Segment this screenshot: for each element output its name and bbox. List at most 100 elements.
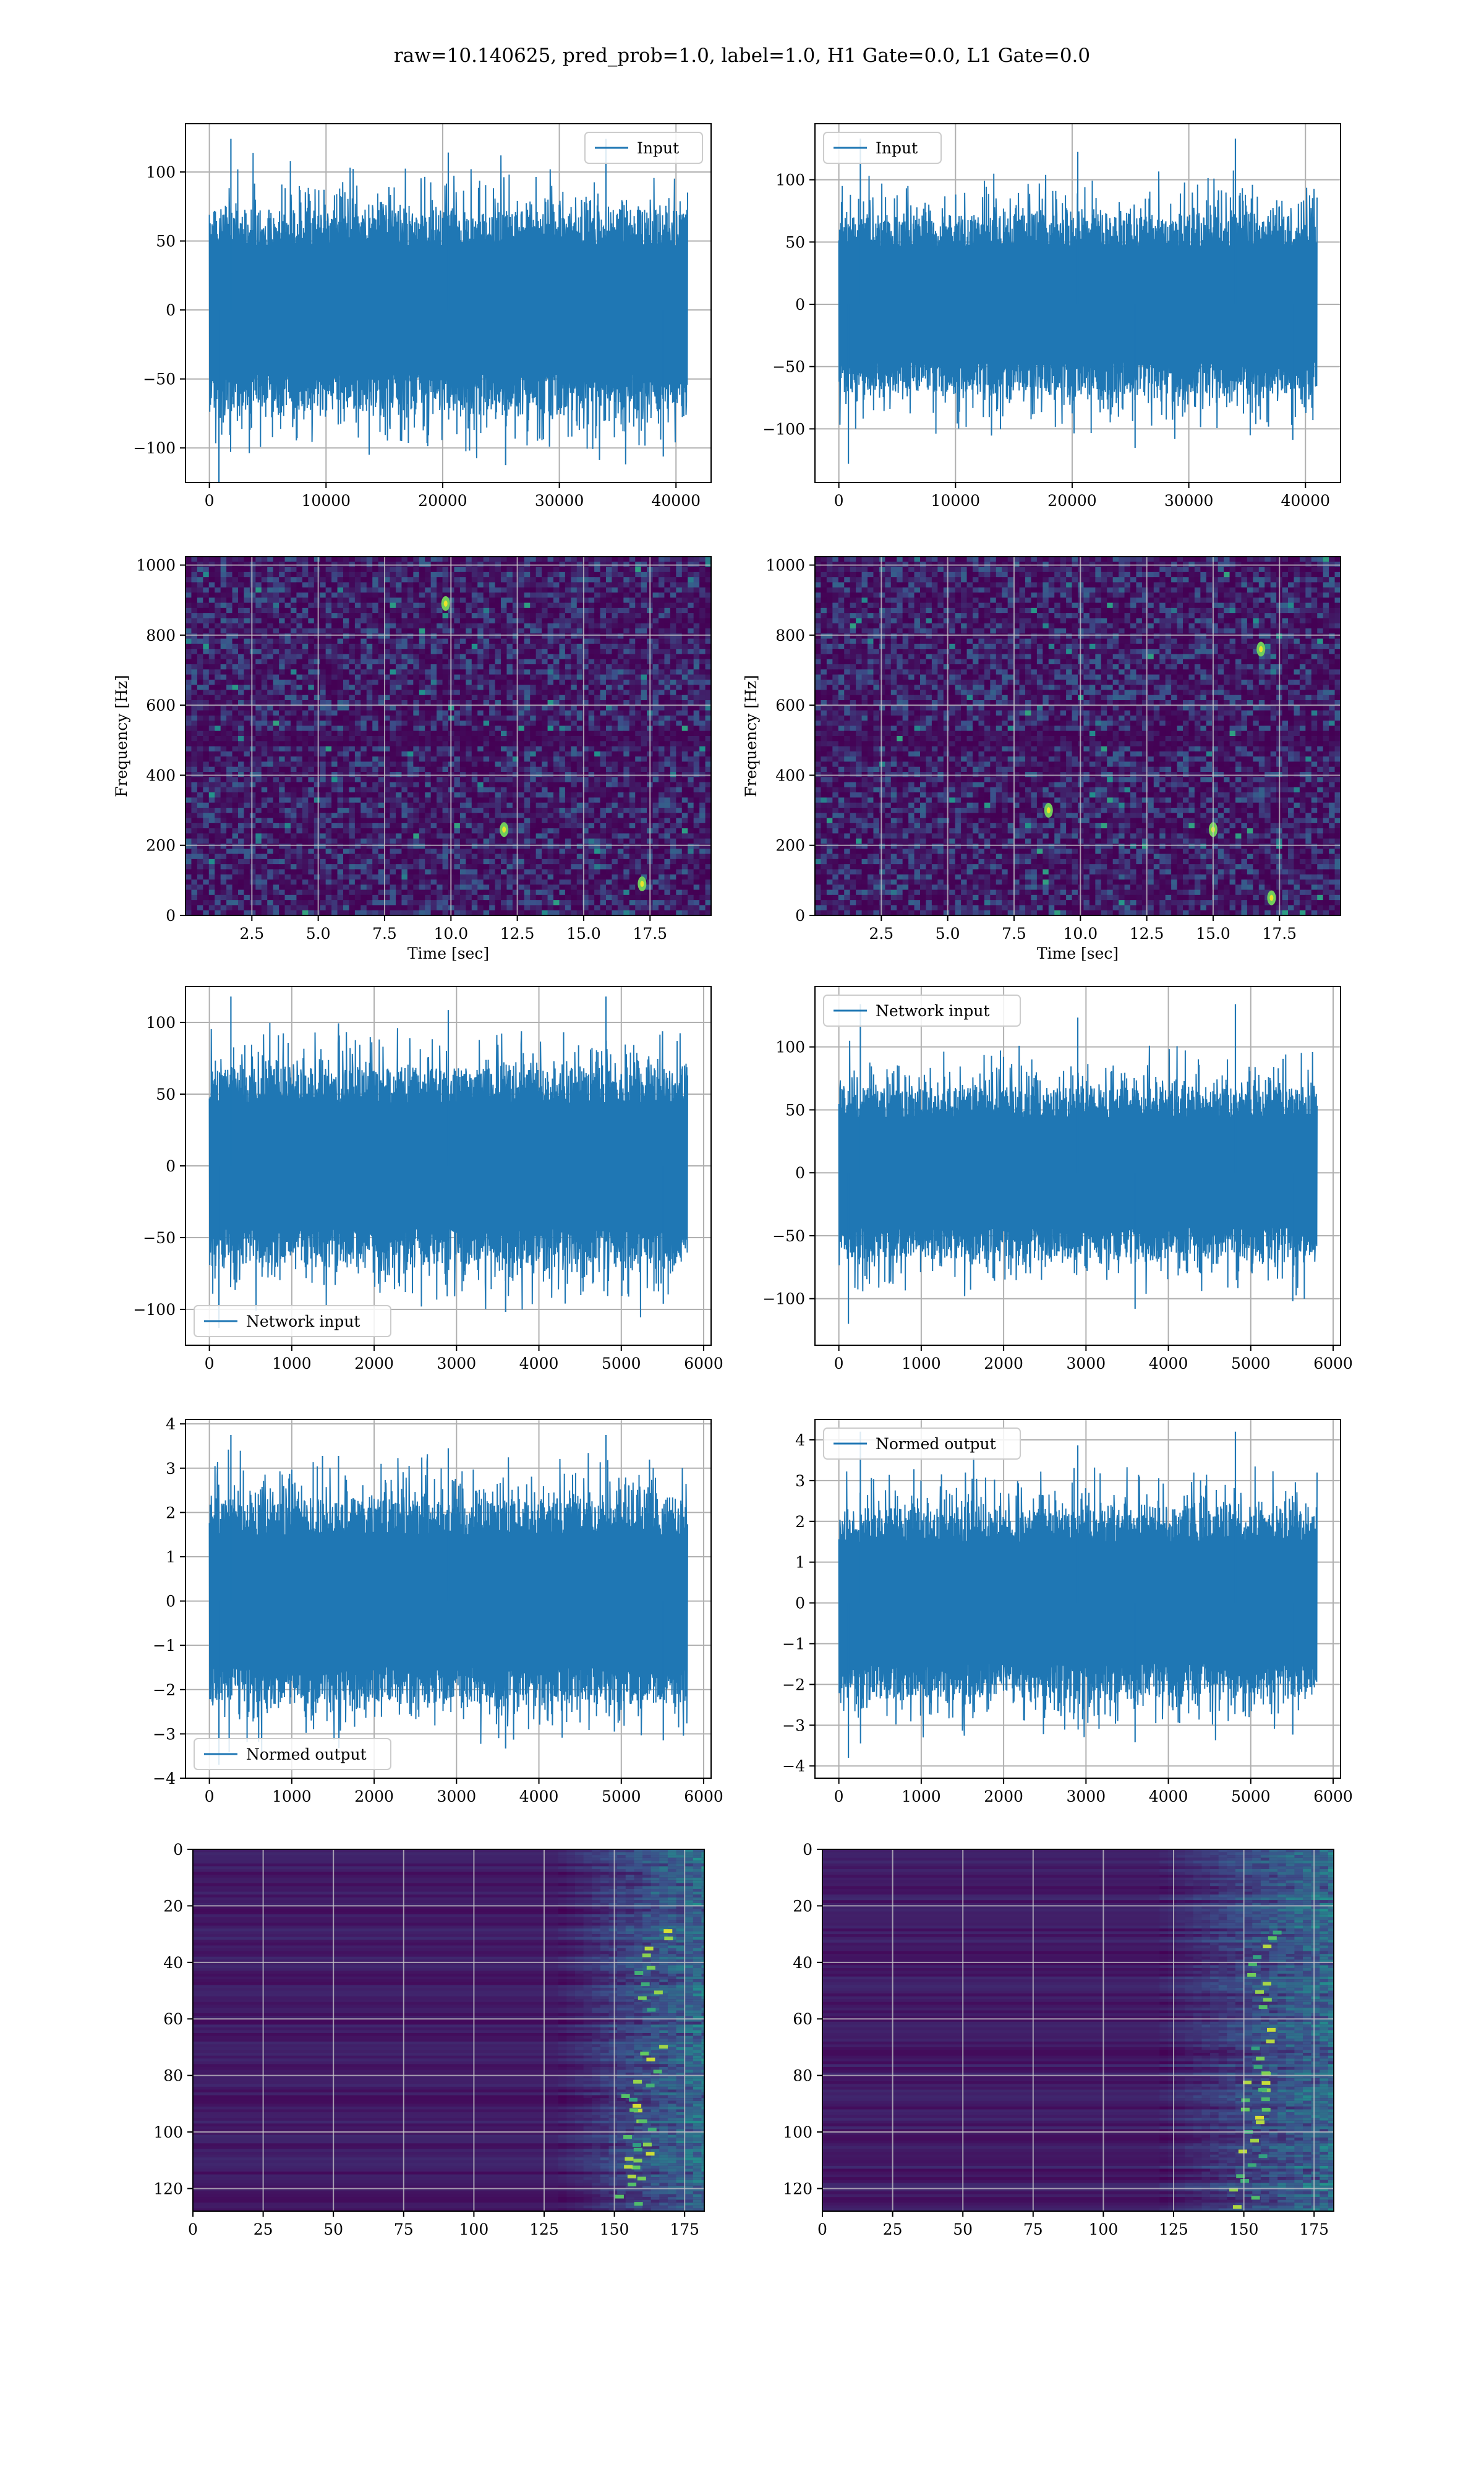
x-tick-label: 40000	[1281, 492, 1330, 510]
y-tick-label: 100	[775, 1038, 805, 1056]
active-segment	[1261, 2097, 1270, 2102]
axes-frame	[192, 1849, 705, 2212]
y-tick-label: −100	[133, 1301, 176, 1319]
panel-h1-feature-map: 0 25 50 75 100 125 150 175 0 20 40 60 80 100 120	[153, 1841, 705, 2238]
active-segment	[647, 2127, 657, 2131]
y-tick-label: −3	[782, 1716, 805, 1734]
x-tick-label: 7.5	[372, 925, 397, 943]
panel-h1-normed-output: 0 1000 2000 3000 4000 5000 6000 −4 −3 −2 −1 0 1 2 3 4 No…	[153, 1415, 723, 1805]
x-tick-label: 1000	[272, 1787, 312, 1805]
x-tick-label: 3000	[1067, 1787, 1106, 1805]
x-tick-label: 150	[600, 2220, 629, 2238]
x-tick-label: 15.0	[566, 925, 601, 943]
legend-box	[584, 132, 703, 164]
panel-h1-input: 0 10000 20000 30000 40000 −100 −50 0 50 100 Input	[133, 123, 712, 510]
y-axis-label: Frequency [Hz]	[742, 675, 760, 797]
active-segment	[1273, 1930, 1282, 1935]
y-tick-label: 2	[166, 1504, 176, 1522]
series-line	[208, 153, 688, 464]
active-segment	[633, 2104, 642, 2108]
y-tick-label: −50	[772, 1227, 805, 1245]
y-tick-label: −100	[762, 1290, 805, 1308]
x-tick-label: 5.0	[936, 925, 960, 943]
active-segment	[1258, 2154, 1268, 2159]
active-segment	[634, 2202, 643, 2206]
x-tick-label: 125	[1159, 2220, 1188, 2238]
active-segment	[1243, 2080, 1252, 2084]
y-tick-label: 100	[146, 1014, 176, 1032]
hotspot-core	[443, 600, 448, 607]
y-tick-label: −2	[782, 1676, 805, 1693]
legend-box	[823, 1427, 1021, 1460]
active-segment	[1236, 2174, 1245, 2178]
x-tick-label: 0	[205, 1787, 215, 1805]
active-segment	[663, 1929, 673, 1933]
x-tick-label: 4000	[1149, 1355, 1188, 1372]
x-tick-label: 0	[834, 1787, 844, 1805]
active-segment	[1262, 1982, 1271, 1986]
x-tick-label: 30000	[535, 492, 584, 510]
x-tick-label: 12.5	[500, 925, 535, 943]
y-tick-label: 60	[793, 2010, 812, 2028]
active-segment	[1251, 2046, 1260, 2050]
active-segment	[633, 2079, 642, 2084]
x-tick-label: 5000	[1231, 1355, 1271, 1372]
x-tick-label: 0	[205, 492, 215, 510]
x-tick-label: 6000	[1313, 1787, 1353, 1805]
x-tick-label: 75	[394, 2220, 414, 2238]
hotspot-core	[1269, 894, 1274, 901]
y-tick-label: 0	[166, 1593, 176, 1611]
axes-frame	[822, 1849, 1334, 2212]
active-segment	[633, 2159, 642, 2163]
active-segment	[1247, 2163, 1256, 2167]
active-segment	[1262, 2071, 1271, 2076]
panel-h1-network-input: 0 1000 2000 3000 4000 5000 6000 −100 −50 0 50 100 Ne…	[133, 986, 723, 1372]
x-tick-label: 2.5	[869, 925, 893, 943]
y-tick-label: 100	[775, 171, 805, 189]
legend: Normed output	[823, 1427, 1021, 1460]
y-tick-label: 800	[775, 627, 805, 644]
active-segment	[637, 2177, 646, 2181]
x-tick-label: 20000	[1047, 492, 1097, 510]
x-tick-label: 2000	[984, 1355, 1023, 1372]
active-segment	[1261, 2081, 1271, 2085]
hotspot-core	[502, 826, 506, 833]
y-tick-label: 0	[166, 1157, 176, 1175]
active-segment	[647, 2008, 656, 2012]
axes-frame	[185, 556, 712, 916]
x-tick-label: 1000	[902, 1355, 941, 1372]
y-tick-label: 2	[795, 1513, 805, 1531]
y-tick-label: 600	[775, 696, 805, 714]
active-segment	[1268, 1936, 1277, 1940]
axes-frame	[814, 556, 1341, 916]
axes-frame	[185, 1419, 712, 1779]
y-tick-label: −1	[782, 1635, 805, 1653]
active-segment	[1258, 2005, 1268, 2010]
x-tick-label: 17.5	[1262, 925, 1297, 943]
y-tick-label: −100	[762, 420, 805, 438]
active-segment	[1240, 2107, 1250, 2112]
active-segment	[1263, 1998, 1272, 2002]
active-segment	[1261, 2108, 1271, 2112]
x-tick-label: 12.5	[1130, 925, 1164, 943]
x-tick-label: 0	[205, 1355, 215, 1372]
y-tick-label: −50	[143, 1229, 176, 1247]
x-tick-label: 0	[834, 1355, 844, 1372]
legend-label: Input	[876, 139, 918, 157]
x-tick-label: 2.5	[239, 925, 264, 943]
y-tick-label: 1000	[136, 557, 176, 575]
panel-h1-spectrogram: 2.5 5.0 7.5 10.0 12.5 15.0 17.5 0 200 400 600 800 10…	[113, 556, 712, 962]
active-segment	[633, 2143, 642, 2147]
active-segment	[1266, 2039, 1275, 2044]
x-tick-label: 7.5	[1002, 925, 1026, 943]
legend-label: Network input	[246, 1312, 360, 1330]
y-tick-label: 0	[803, 1841, 812, 1859]
active-segment	[642, 2142, 652, 2147]
y-tick-label: 50	[156, 233, 176, 250]
y-tick-label: 200	[775, 837, 805, 855]
y-tick-label: −100	[133, 439, 176, 457]
active-segment	[624, 2165, 633, 2169]
panel-l1-input: 0 10000 20000 30000 40000 −100 −50 0 50 100 Input	[762, 123, 1341, 510]
x-tick-label: 6000	[684, 1787, 723, 1805]
